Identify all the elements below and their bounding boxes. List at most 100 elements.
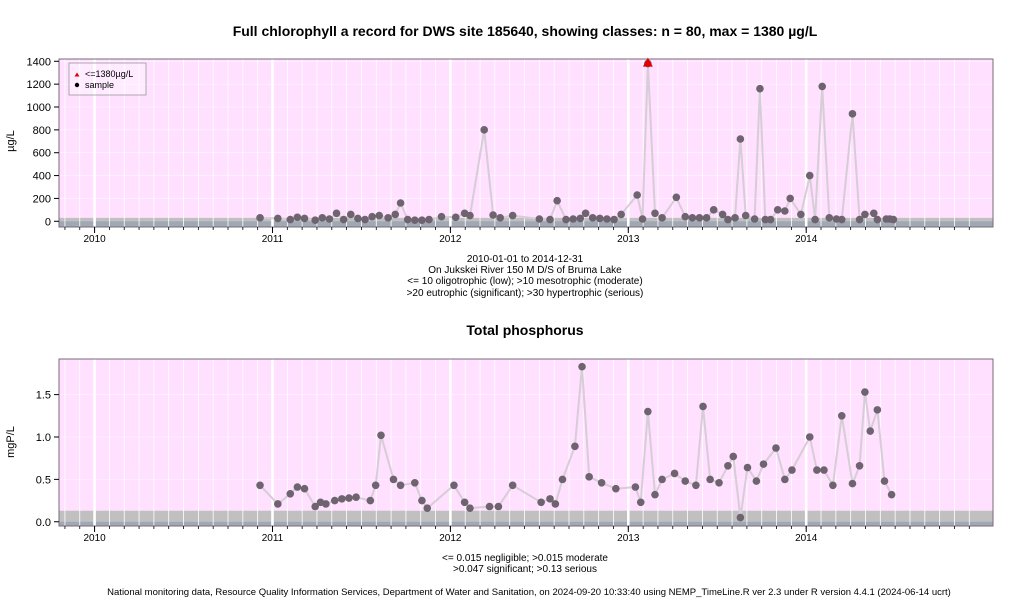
phosphorus-title: Total phosphorus — [466, 322, 583, 338]
data-point — [610, 215, 618, 224]
class-band-below-zero — [59, 521, 993, 526]
plot-background — [59, 59, 993, 227]
x-tick-label: 2010 — [83, 533, 106, 544]
y-tick-label: 800 — [33, 125, 51, 137]
data-point — [766, 215, 775, 224]
data-point — [384, 214, 392, 222]
data-point — [437, 212, 446, 221]
data-point — [411, 216, 419, 224]
data-point — [450, 481, 458, 490]
data-point — [855, 462, 864, 470]
data-point — [375, 211, 384, 220]
data-point — [391, 210, 400, 219]
data-point — [715, 478, 723, 487]
data-point — [366, 496, 375, 505]
chlorophyll-y-axis-label: µg/L — [5, 130, 17, 152]
data-point — [736, 513, 745, 522]
chlorophyll-caption-line-4: >20 eutrophic (significant); >30 hypertr… — [407, 288, 644, 299]
data-point — [866, 427, 875, 435]
data-point — [759, 460, 768, 468]
data-point — [651, 490, 659, 499]
data-point — [861, 388, 869, 396]
data-point — [709, 206, 718, 214]
data-point — [612, 484, 620, 493]
data-point — [837, 411, 846, 420]
data-point — [562, 215, 570, 224]
data-point — [330, 496, 339, 505]
data-point — [873, 406, 882, 414]
chlorophyll-caption-line-2: On Jukskei River 150 M D/S of Bruma Lake — [428, 265, 622, 276]
data-point — [494, 502, 503, 511]
data-point — [396, 199, 405, 207]
phosphorus-chart: Total phosphorus 2010 2011 2012 2013 2014 0.0… — [5, 322, 994, 575]
data-point — [311, 502, 319, 511]
y-tick-label: 400 — [33, 171, 51, 183]
x-tick-label: 2014 — [795, 533, 818, 544]
data-point — [750, 215, 759, 223]
data-point — [496, 214, 505, 222]
phosphorus-y-axis-label: mgP/L — [5, 426, 17, 458]
data-point — [889, 215, 898, 224]
data-point — [692, 481, 700, 490]
data-point — [825, 214, 834, 222]
data-point — [451, 213, 460, 222]
data-point — [581, 209, 590, 218]
data-point — [551, 500, 560, 508]
data-point — [718, 210, 727, 219]
y-tick-label: 200 — [33, 193, 51, 205]
data-point — [368, 212, 376, 221]
chlorophyll-caption-line-1: 2010-01-01 to 2014-12-31 — [467, 254, 584, 265]
data-point — [274, 214, 282, 223]
y-tick-label: 0.0 — [36, 517, 51, 529]
data-point — [829, 481, 837, 490]
data-point — [672, 193, 681, 202]
data-point — [658, 214, 666, 222]
data-point — [537, 498, 545, 507]
data-point — [603, 215, 611, 223]
data-point — [731, 214, 739, 222]
data-point — [736, 135, 745, 143]
y-tick-label: 1000 — [27, 102, 51, 114]
data-point — [636, 498, 645, 507]
data-point — [837, 215, 846, 224]
data-point — [338, 495, 346, 503]
data-point — [293, 213, 302, 222]
data-point — [553, 196, 561, 205]
data-point — [797, 210, 805, 219]
data-point — [425, 215, 433, 224]
plot-frame — [58, 58, 994, 228]
phosphorus-caption-line-1: <= 0.015 negligible; >0.015 moderate — [442, 553, 608, 564]
data-point — [695, 214, 704, 222]
x-tick-label: 2010 — [83, 234, 106, 245]
data-point — [756, 84, 764, 93]
data-point — [535, 215, 544, 223]
x-tick-label: 2012 — [439, 533, 462, 544]
legend-flag-label: <=1380µg/L — [85, 69, 133, 79]
data-point — [411, 478, 419, 487]
data-point — [339, 215, 348, 224]
data-point — [569, 215, 577, 223]
data-point — [631, 483, 640, 491]
data-point — [578, 362, 586, 371]
chlorophyll-legend: <=1380µg/L sample — [68, 62, 147, 96]
data-point — [741, 211, 750, 220]
x-tick-label: 2012 — [439, 234, 462, 245]
data-point — [345, 494, 353, 502]
data-point — [786, 194, 794, 203]
data-point — [811, 215, 819, 224]
data-point — [480, 126, 488, 134]
data-point — [597, 478, 606, 487]
data-point — [805, 433, 814, 441]
footer-credit: National monitoring data, Resource Quali… — [107, 587, 951, 598]
data-point — [861, 210, 869, 219]
data-point — [670, 469, 679, 478]
data-point — [300, 484, 309, 493]
legend-flag-icon — [74, 72, 80, 77]
legend-sample-icon — [74, 82, 80, 88]
data-point — [377, 431, 385, 440]
data-point — [820, 466, 828, 474]
data-point — [418, 496, 426, 505]
data-point — [818, 82, 827, 91]
y-tick-label: 1.0 — [36, 432, 51, 444]
